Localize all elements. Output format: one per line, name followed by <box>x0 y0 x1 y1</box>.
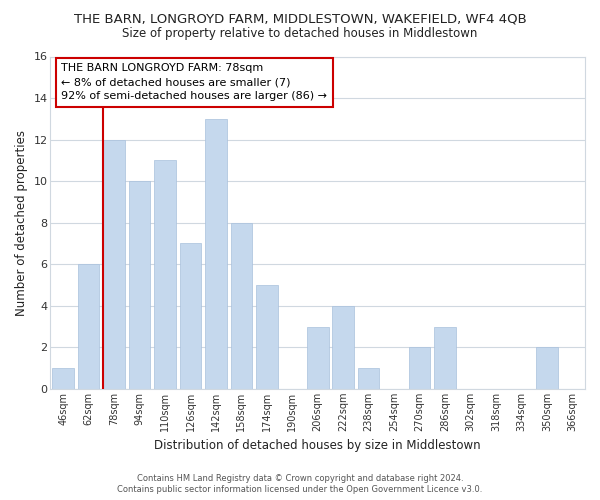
Text: Contains HM Land Registry data © Crown copyright and database right 2024.
Contai: Contains HM Land Registry data © Crown c… <box>118 474 482 494</box>
Bar <box>409 348 430 389</box>
Bar <box>307 326 329 389</box>
Bar <box>536 348 557 389</box>
Bar <box>256 285 278 389</box>
Bar <box>103 140 125 389</box>
Text: THE BARN, LONGROYD FARM, MIDDLESTOWN, WAKEFIELD, WF4 4QB: THE BARN, LONGROYD FARM, MIDDLESTOWN, WA… <box>74 12 526 26</box>
Bar <box>52 368 74 389</box>
Bar <box>358 368 379 389</box>
Text: Size of property relative to detached houses in Middlestown: Size of property relative to detached ho… <box>122 28 478 40</box>
Text: THE BARN LONGROYD FARM: 78sqm
← 8% of detached houses are smaller (7)
92% of sem: THE BARN LONGROYD FARM: 78sqm ← 8% of de… <box>61 63 327 101</box>
Bar <box>179 244 201 389</box>
Bar <box>154 160 176 389</box>
Bar <box>78 264 100 389</box>
Bar <box>230 222 252 389</box>
Bar <box>129 181 151 389</box>
Bar <box>332 306 354 389</box>
Y-axis label: Number of detached properties: Number of detached properties <box>15 130 28 316</box>
X-axis label: Distribution of detached houses by size in Middlestown: Distribution of detached houses by size … <box>154 440 481 452</box>
Bar <box>205 119 227 389</box>
Bar <box>434 326 456 389</box>
